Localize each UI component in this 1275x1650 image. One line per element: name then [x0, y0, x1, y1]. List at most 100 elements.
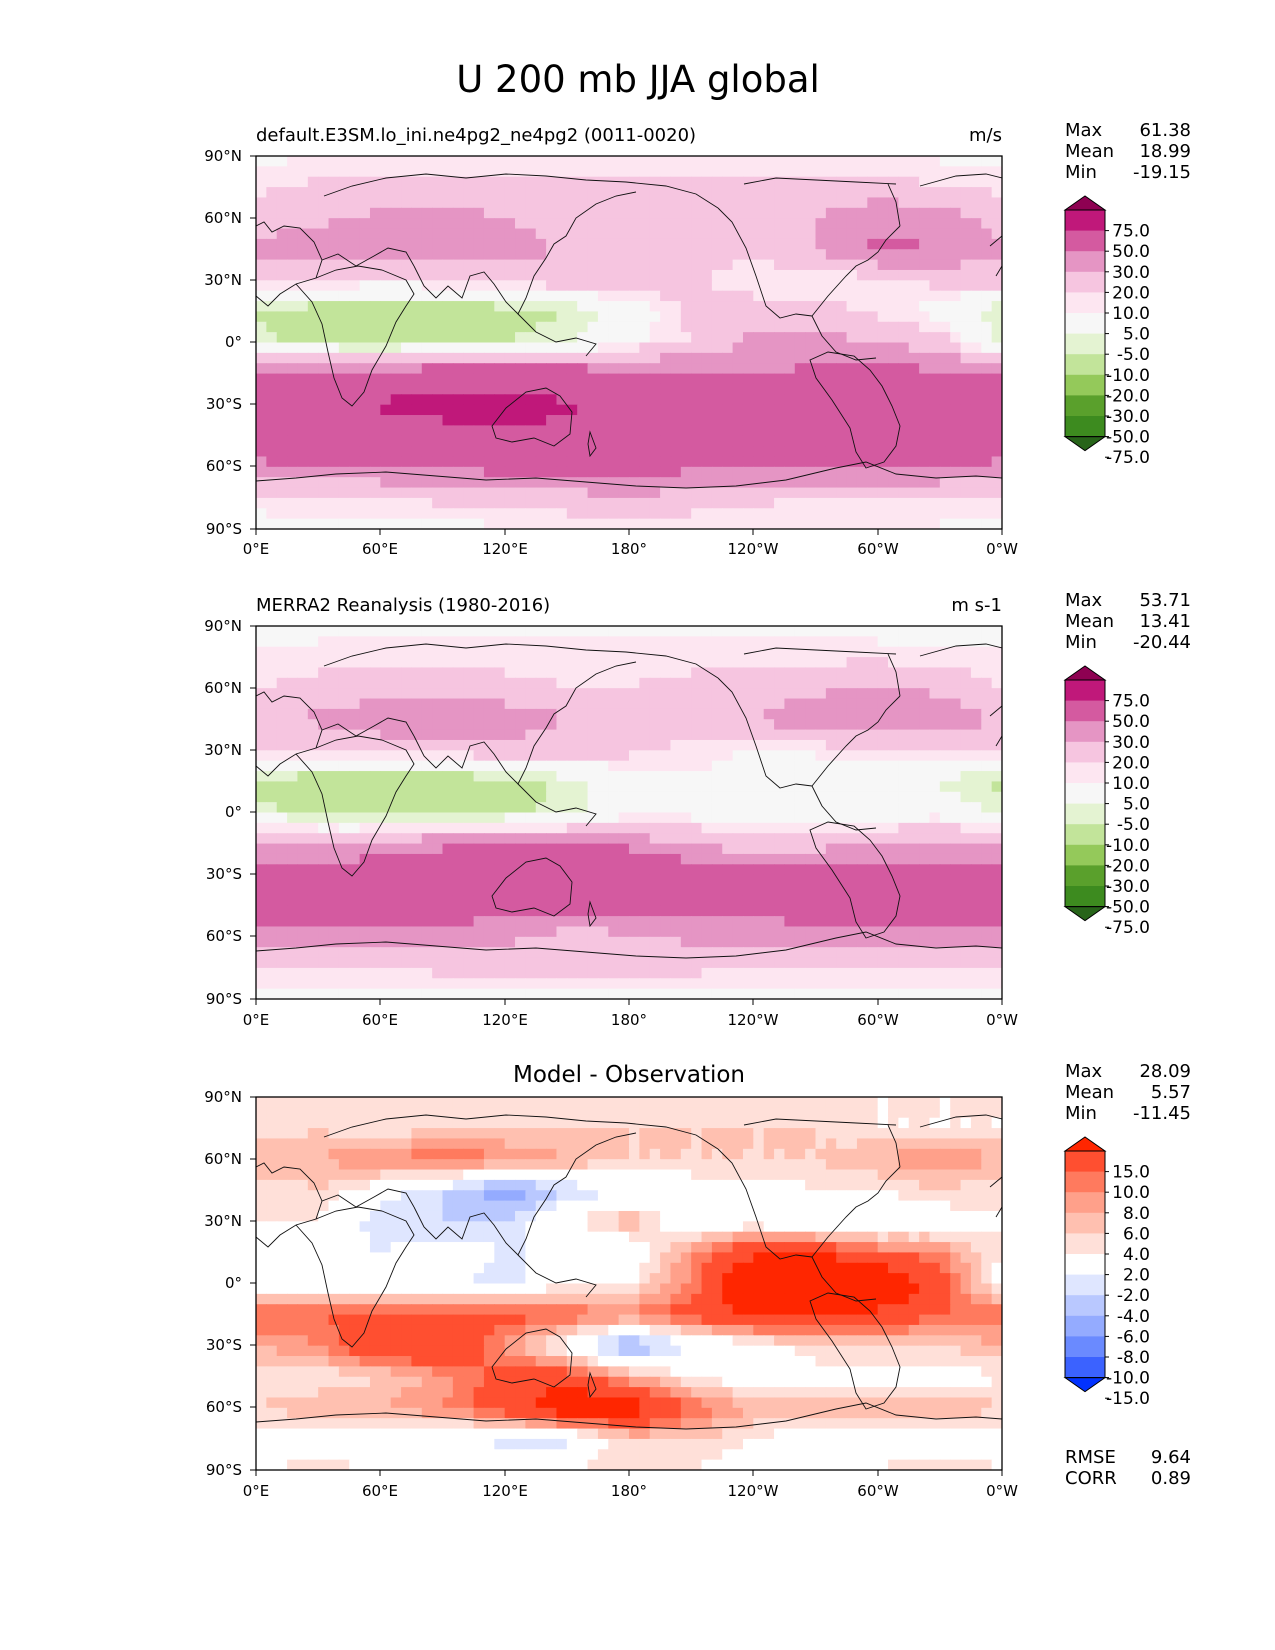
contour-cell [825, 321, 837, 333]
contour-cell [639, 342, 651, 354]
contour-cell [639, 667, 651, 679]
contour-cell [919, 688, 931, 700]
contour-cell [794, 853, 806, 865]
contour-cell [608, 166, 620, 178]
contour-cell [856, 688, 868, 700]
contour-cell [639, 791, 651, 803]
contour-cell [483, 833, 495, 845]
contour-cell [587, 487, 599, 499]
contour-cell [421, 739, 433, 751]
contour-cell [805, 404, 817, 416]
contour-cell [649, 383, 661, 395]
contour-cell [442, 926, 454, 938]
contour-cell [763, 176, 775, 188]
contour-cell [618, 269, 630, 281]
contour-cell [898, 895, 910, 907]
contour-cell [991, 363, 1002, 375]
contour-cell [846, 321, 858, 333]
contour-cell [597, 342, 609, 354]
contour-cell [535, 926, 547, 938]
contour-cell [649, 394, 661, 406]
contour-cell [597, 228, 609, 240]
contour-cell [670, 864, 682, 876]
contour-cell [618, 321, 630, 333]
contour-cell [805, 729, 817, 741]
contour-cell [836, 802, 848, 814]
contour-cell [877, 466, 889, 478]
contour-cell [660, 677, 672, 689]
contour-cell [442, 456, 454, 468]
contour-cell [805, 249, 817, 261]
panel-model-lat-tick: 90°S [206, 520, 242, 538]
contour-cell [608, 363, 620, 375]
contour-cell [742, 456, 754, 468]
contour-cell [981, 487, 993, 499]
contour-cell [452, 719, 464, 731]
contour-cell [369, 874, 381, 886]
contour-cell [577, 497, 589, 509]
contour-cell [939, 228, 951, 240]
contour-cell [711, 373, 723, 385]
contour-cell [349, 771, 361, 783]
contour-cell [794, 916, 806, 928]
contour-cell [722, 497, 734, 509]
contour-cell [919, 269, 931, 281]
contour-cell [836, 218, 848, 230]
contour-cell [307, 207, 319, 219]
contour-cell [794, 466, 806, 478]
contour-cell [597, 905, 609, 917]
contour-cell [525, 739, 537, 751]
contour-cell [546, 187, 558, 199]
contour-cell [670, 456, 682, 468]
contour-cell [815, 187, 827, 199]
contour-cell [618, 497, 630, 509]
contour-cell [401, 802, 413, 814]
contour-cell [421, 864, 433, 876]
contour-cell [919, 750, 931, 762]
contour-cell [401, 874, 413, 886]
contour-cell [338, 708, 350, 720]
contour-cell [939, 404, 951, 416]
colorbar-cell [1065, 210, 1105, 231]
contour-cell [774, 864, 786, 876]
contour-cell [463, 342, 475, 354]
contour-cell [742, 166, 754, 178]
contour-cell [950, 404, 962, 416]
contour-cell [753, 166, 765, 178]
contour-cell [297, 926, 309, 938]
contour-cell [504, 874, 516, 886]
contour-cell [608, 332, 620, 344]
contour-cell [473, 926, 485, 938]
contour-cell [442, 435, 454, 447]
contour-cell [877, 781, 889, 793]
contour-cell [774, 667, 786, 679]
contour-cell [680, 874, 692, 886]
contour-cell [898, 435, 910, 447]
contour-cell [256, 657, 267, 669]
contour-cell [867, 750, 879, 762]
contour-cell [929, 477, 941, 489]
contour-cell [898, 238, 910, 250]
contour-cell [535, 332, 547, 344]
contour-cell [691, 791, 703, 803]
contour-cell [846, 802, 858, 814]
contour-cell [608, 739, 620, 751]
contour-cell [981, 415, 993, 426]
contour-cell [463, 218, 475, 230]
contour-cell [546, 646, 558, 658]
contour-cell [877, 176, 889, 188]
contour-cell [732, 916, 744, 928]
contour-cell [981, 791, 993, 803]
contour-cell [349, 249, 361, 261]
contour-cell [805, 187, 817, 199]
contour-cell [805, 269, 817, 281]
contour-cell [908, 383, 920, 395]
contour-cell [297, 791, 309, 803]
contour-cell [836, 249, 848, 261]
contour-cell [556, 936, 568, 948]
contour-cell [950, 812, 962, 824]
contour-cell [960, 404, 972, 416]
contour-cell [380, 843, 392, 855]
contour-cell [639, 626, 651, 637]
contour-cell [825, 626, 837, 637]
